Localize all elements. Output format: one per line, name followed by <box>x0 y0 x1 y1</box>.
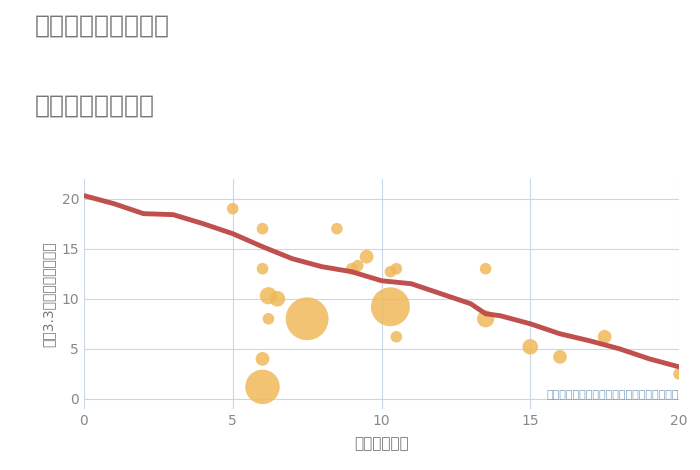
Point <box>257 225 268 233</box>
Text: 駅距離別土地価格: 駅距離別土地価格 <box>35 94 155 118</box>
Point <box>263 315 274 322</box>
Point <box>480 315 491 322</box>
Point <box>391 265 402 273</box>
Point <box>391 333 402 341</box>
Y-axis label: 平（3.3㎡）単価（万円）: 平（3.3㎡）単価（万円） <box>42 241 56 346</box>
Text: 三重県津市川方町の: 三重県津市川方町の <box>35 14 170 38</box>
Point <box>673 370 685 377</box>
Point <box>263 292 274 299</box>
Point <box>257 355 268 362</box>
Point <box>480 265 491 273</box>
Text: 円の大きさは、取引のあった物件面積を示す: 円の大きさは、取引のあった物件面積を示す <box>547 390 679 400</box>
Point <box>302 315 313 322</box>
Point <box>385 268 396 275</box>
X-axis label: 駅距離（分）: 駅距離（分） <box>354 436 409 451</box>
Point <box>352 262 363 269</box>
Point <box>361 253 372 260</box>
Point <box>554 353 566 360</box>
Point <box>525 343 536 351</box>
Point <box>227 205 238 212</box>
Point <box>331 225 342 233</box>
Point <box>599 333 610 341</box>
Point <box>385 303 396 311</box>
Point <box>257 265 268 273</box>
Point <box>272 295 283 303</box>
Point <box>257 383 268 391</box>
Point <box>346 265 357 273</box>
